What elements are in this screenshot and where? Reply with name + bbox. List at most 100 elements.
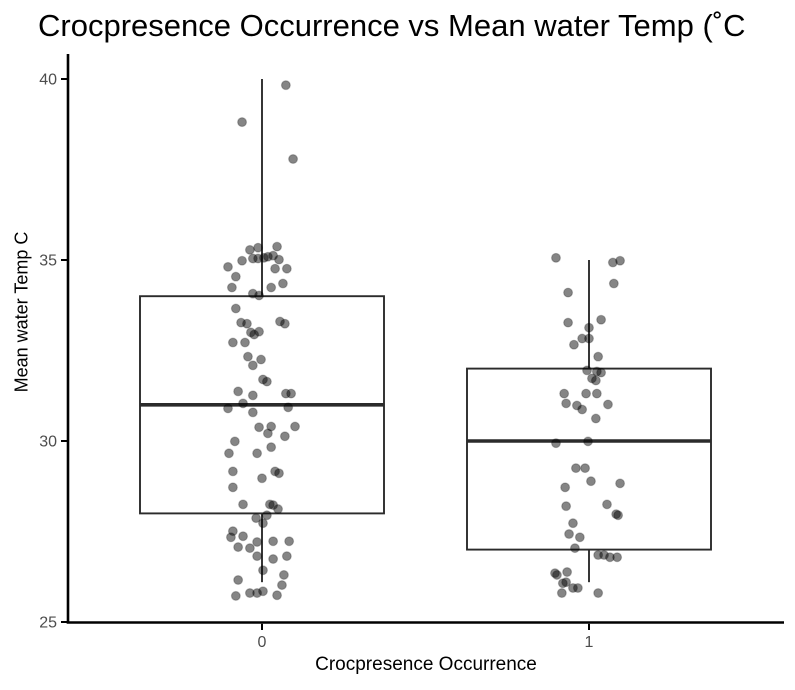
- x-tick-label-1: 1: [585, 634, 594, 651]
- jitter-point: [582, 365, 593, 376]
- x-tick-label-0: 0: [258, 634, 267, 651]
- jitter-point: [564, 529, 575, 540]
- jitter-point: [274, 254, 285, 265]
- y-tick-label-30: 30: [39, 434, 57, 451]
- jitter-point: [286, 388, 297, 399]
- jitter-point: [254, 326, 265, 337]
- jitter-point: [238, 398, 249, 409]
- jitter-point: [257, 586, 268, 597]
- jitter-point: [280, 388, 291, 399]
- jitter-point: [276, 580, 287, 591]
- jitter-point: [272, 590, 283, 601]
- jitter-point: [256, 354, 267, 365]
- jitter-point: [591, 366, 602, 377]
- jitter-point: [607, 257, 618, 268]
- jitter-point: [561, 398, 572, 409]
- jitter-point: [615, 255, 626, 266]
- jitter-point: [560, 482, 571, 493]
- jitter-point: [613, 510, 624, 521]
- jitter-point: [279, 318, 290, 329]
- jitter-point: [222, 403, 233, 414]
- jitter-point: [258, 252, 269, 263]
- jitter-point: [583, 322, 594, 333]
- jitter-point: [230, 271, 241, 282]
- jitter-point: [270, 466, 281, 477]
- jitter-point: [567, 518, 578, 529]
- jitter-point: [247, 390, 258, 401]
- jitter-point: [599, 550, 610, 561]
- jitter-point: [266, 282, 277, 293]
- jitter-point: [227, 337, 238, 348]
- jitter-point: [252, 588, 263, 599]
- jitter-point: [252, 551, 263, 562]
- jitter-point: [230, 303, 241, 314]
- jitter-point: [268, 500, 279, 511]
- jitter-point: [281, 551, 292, 562]
- jitter-point: [270, 263, 281, 274]
- jitter-point: [254, 290, 265, 301]
- jitter-point: [280, 80, 291, 91]
- jitter-point: [608, 278, 619, 289]
- jitter-point: [262, 251, 273, 262]
- jitter-point: [252, 448, 263, 459]
- jitter-point: [247, 288, 258, 299]
- jitter-point: [567, 582, 578, 593]
- jitter-point: [227, 466, 238, 477]
- jitter-point: [238, 531, 249, 542]
- jitter-point: [261, 376, 272, 387]
- jitter-point: [569, 543, 580, 554]
- jitter-point: [557, 578, 568, 589]
- jitter-point: [239, 337, 250, 348]
- jitter-point: [612, 552, 623, 563]
- jitter-point: [227, 482, 238, 493]
- jitter-point: [574, 532, 585, 543]
- jitter-point: [277, 278, 288, 289]
- y-tick-label-25: 25: [39, 615, 57, 632]
- jitter-point: [288, 154, 299, 165]
- jitter-point: [591, 388, 602, 399]
- jitter-point: [583, 436, 594, 447]
- jitter-point: [572, 582, 583, 593]
- jitter-point: [268, 554, 279, 565]
- jitter-point: [593, 351, 604, 362]
- jitter-point: [233, 575, 244, 586]
- jitter-point: [266, 421, 277, 432]
- jitter-point: [561, 501, 572, 512]
- jitter-point: [563, 287, 574, 298]
- jitter-point: [257, 473, 268, 484]
- jitter-point: [244, 244, 255, 255]
- jitter-point: [264, 499, 275, 510]
- y-tick-label-40: 40: [39, 72, 57, 89]
- jitter-point: [253, 253, 264, 264]
- jitter-point: [247, 407, 258, 418]
- y-tick-label-35: 35: [39, 253, 57, 270]
- jitter-point: [556, 588, 567, 599]
- jitter-point: [257, 518, 268, 529]
- jitter-point: [237, 255, 248, 266]
- jitter-point: [251, 513, 262, 524]
- jitter-point: [568, 339, 579, 350]
- jitter-point: [241, 318, 252, 329]
- jitter-point: [570, 463, 581, 474]
- jitter-point: [577, 333, 588, 344]
- jitter-point: [278, 569, 289, 580]
- jitter-point: [602, 399, 613, 410]
- jitter-point: [601, 499, 612, 510]
- jitter-point: [585, 476, 596, 487]
- jitter-point: [593, 588, 604, 599]
- jitter-point: [237, 117, 248, 128]
- jitter-point: [268, 536, 279, 547]
- jitter-point: [233, 386, 244, 397]
- jitter-point: [580, 463, 591, 474]
- jitter-point: [281, 263, 292, 274]
- jitter-point: [252, 536, 263, 547]
- jitter-point: [596, 314, 607, 325]
- jitter-point: [561, 577, 572, 588]
- jitter-point: [586, 373, 597, 384]
- jitter-point: [254, 422, 265, 433]
- jitter-point: [222, 261, 233, 272]
- jitter-point: [244, 588, 255, 599]
- jitter-point: [225, 532, 236, 543]
